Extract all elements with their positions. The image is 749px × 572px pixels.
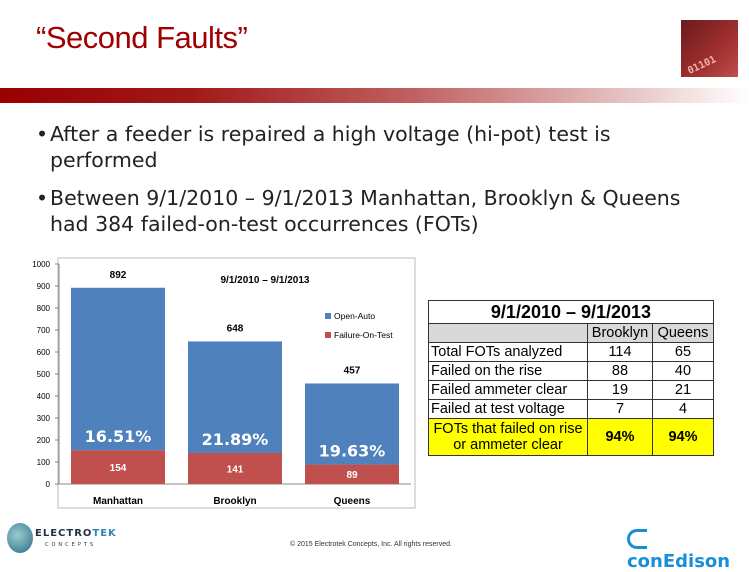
- chart-title: 9/1/2010 – 9/1/2013: [221, 275, 310, 286]
- total-label: 457: [344, 365, 361, 376]
- legend-label: Open-Auto: [334, 311, 375, 321]
- table-header-cell: [428, 323, 588, 343]
- table-cell: Total FOTs analyzed: [428, 342, 588, 362]
- logo-text: CONCEPTS: [45, 542, 97, 548]
- stacked-bar-chart: 0 100 200 300 400 500 600 700 800 900 1000 154 16.51…: [32, 257, 416, 509]
- table-cell: Failed at test voltage: [428, 399, 588, 419]
- y-tick-label: 700: [37, 326, 51, 335]
- logo-text: conEdison: [627, 551, 731, 572]
- slide-title: “Second Faults”: [36, 20, 248, 55]
- data-label-fot: 89: [346, 470, 358, 481]
- y-tick-label: 500: [37, 370, 51, 379]
- bar-open-auto: [71, 287, 165, 451]
- conedison-mark-icon: [627, 529, 647, 549]
- x-tick-label: Brooklyn: [213, 496, 256, 507]
- y-tick-label: 800: [37, 304, 51, 313]
- logo-text: 01101: [686, 54, 719, 77]
- table-cell: 21: [652, 380, 714, 400]
- y-tick-label: 400: [37, 392, 51, 401]
- table-row: Failed on the rise 88 40: [428, 361, 714, 381]
- table-summary-row: FOTs that failed on rise or ammeter clea…: [428, 418, 714, 456]
- bullet-item: • Between 9/1/2010 – 9/1/2013 Manhattan, …: [36, 185, 716, 237]
- bar-failure-on-test: [188, 452, 282, 484]
- summary-value: 94%: [587, 418, 653, 456]
- bar-failure-on-test: [71, 450, 165, 484]
- table-cell: 4: [652, 399, 714, 419]
- electrotek-logo: ELECTROTEK CONCEPTS: [7, 523, 116, 553]
- logo-image: 01101: [681, 20, 738, 77]
- bar-failure-on-test: [305, 464, 399, 484]
- table-header-cell: Brooklyn: [587, 323, 653, 343]
- bullet-text: Between 9/1/2010 – 9/1/2013 Manhattan, B…: [50, 186, 681, 236]
- summary-value: 94%: [652, 418, 714, 456]
- logo-text: TEK: [92, 528, 117, 539]
- percent-label: 16.51%: [85, 427, 152, 446]
- conedison-logo: conEdison: [627, 529, 749, 572]
- globe-icon: [7, 523, 33, 553]
- copyright: © 2015 Electrotek Concepts, Inc. All rig…: [290, 541, 452, 548]
- y-tick-label: 600: [37, 348, 51, 357]
- x-tick-label: Manhattan: [93, 496, 143, 507]
- chart-border: [57, 257, 416, 509]
- total-label: 648: [227, 323, 244, 334]
- y-tick-label: 0: [46, 480, 51, 489]
- fot-table: 9/1/2010 – 9/1/2013 Brooklyn Queens Tota…: [428, 300, 714, 456]
- data-label-fot: 154: [110, 463, 127, 474]
- percent-label: 21.89%: [202, 430, 269, 449]
- y-tick-label: 1000: [32, 260, 50, 269]
- table-cell: 65: [652, 342, 714, 362]
- legend-label: Failure-On-Test: [334, 330, 393, 340]
- table-row: Failed ammeter clear 19 21: [428, 380, 714, 400]
- table-title: 9/1/2010 – 9/1/2013: [428, 300, 714, 324]
- x-tick-label: Queens: [334, 496, 371, 507]
- percent-label: 19.63%: [319, 441, 386, 460]
- bullet-text: After a feeder is repaired a high voltag…: [50, 122, 611, 172]
- table-header-cell: Queens: [652, 323, 714, 343]
- table-cell: 88: [587, 361, 653, 381]
- y-tick-label: 900: [37, 282, 51, 291]
- table-cell: 114: [587, 342, 653, 362]
- y-tick-label: 200: [37, 436, 51, 445]
- table-cell: Failed on the rise: [428, 361, 588, 381]
- data-label-fot: 141: [227, 464, 244, 475]
- bullet-item: • After a feeder is repaired a high volta…: [36, 121, 716, 173]
- header-band: [0, 88, 749, 103]
- table-header-row: Brooklyn Queens: [428, 323, 714, 343]
- table-cell: Failed ammeter clear: [428, 380, 588, 400]
- table-cell: 40: [652, 361, 714, 381]
- legend-swatch: [325, 313, 331, 319]
- logo-text: ELECTRO: [35, 528, 93, 539]
- y-tick-label: 300: [37, 414, 51, 423]
- y-tick-label: 100: [37, 458, 51, 467]
- bar-open-auto: [305, 383, 399, 465]
- table-cell: 7: [587, 399, 653, 419]
- total-label: 892: [110, 270, 127, 281]
- summary-label: FOTs that failed on rise or ammeter clea…: [428, 418, 588, 456]
- bar-open-auto: [188, 341, 282, 453]
- table-row: Failed at test voltage 7 4: [428, 399, 714, 419]
- table-row: Total FOTs analyzed 114 65: [428, 342, 714, 362]
- legend-swatch: [325, 332, 331, 338]
- table-cell: 19: [587, 380, 653, 400]
